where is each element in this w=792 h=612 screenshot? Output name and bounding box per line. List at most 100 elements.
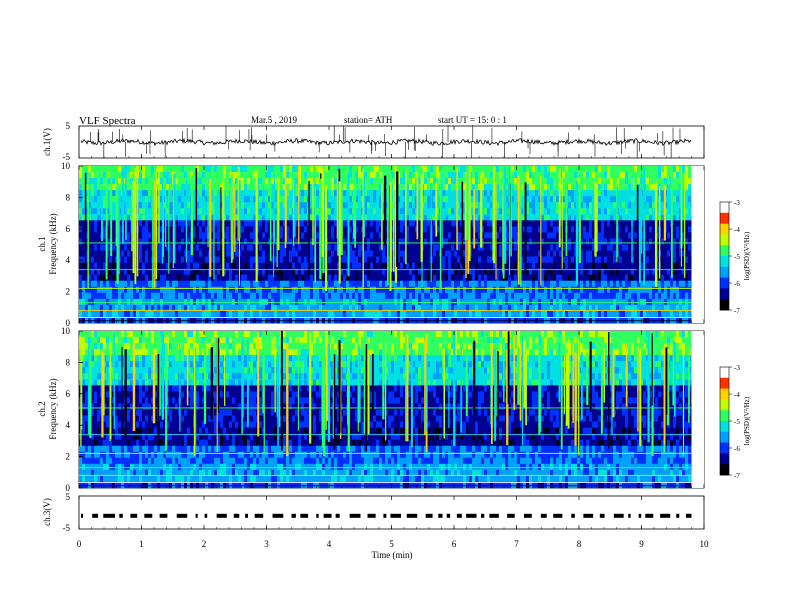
spectrogram-cell <box>190 280 194 288</box>
spectrogram-cell <box>79 196 83 203</box>
spectrogram-cell <box>451 256 455 263</box>
spectrogram-cell <box>244 238 248 245</box>
spectrogram-cell <box>79 184 83 191</box>
spectrogram-cell <box>403 196 407 203</box>
spectrogram-cell <box>106 172 110 179</box>
spectrogram-cell <box>442 172 446 179</box>
spectrogram-cell <box>82 244 86 251</box>
spectrogram-cell <box>646 286 650 294</box>
spectrogram-cell <box>103 202 107 209</box>
spectrogram-cell <box>445 196 449 203</box>
spectrogram-cell <box>97 166 101 173</box>
spectrogram-cell <box>448 202 452 209</box>
spectrogram-cell <box>520 238 524 245</box>
spectrogram-cell <box>364 232 368 239</box>
spectrogram-cell <box>418 172 422 179</box>
spectrogram-cell <box>664 274 668 282</box>
spectrogram-cell <box>97 172 101 179</box>
spectrogram-cell <box>82 250 86 257</box>
spectrogram-cell <box>640 292 644 300</box>
spectrogram-cell <box>373 244 377 251</box>
spectrogram-cell <box>610 256 614 263</box>
spectrogram-cell <box>310 298 314 306</box>
spectrogram-cell <box>442 232 446 239</box>
spectrogram-cell <box>301 244 305 251</box>
spectrogram-cell <box>586 298 590 306</box>
spectrogram-cell <box>433 196 437 203</box>
spectrogram-cell <box>427 184 431 191</box>
spectrogram-cell <box>655 286 659 294</box>
spectrogram-cell <box>241 190 245 197</box>
ch1-spectrogram-image <box>79 166 704 324</box>
spectrogram-cell <box>376 214 380 221</box>
spectrogram-cell <box>364 238 368 245</box>
spectrogram-cell <box>208 172 212 179</box>
spectrogram-cell <box>532 286 536 294</box>
spectrogram-cell <box>298 250 302 257</box>
spectrogram-cell <box>592 196 596 203</box>
spectrogram-cell <box>271 202 275 209</box>
spectrogram-cell <box>628 184 632 191</box>
spectrogram-cell <box>97 184 101 191</box>
spectrogram-cell <box>505 202 509 209</box>
spectrogram-cell <box>532 190 536 197</box>
spectrogram-cell <box>202 238 206 245</box>
spectrogram-cell <box>616 292 620 300</box>
spectrogram-cell <box>235 280 239 288</box>
spectrogram-cell <box>688 232 692 239</box>
spectrogram-cell <box>295 214 299 221</box>
spectrogram-cell <box>484 256 488 263</box>
spectrogram-cell <box>271 232 275 239</box>
spectrogram-cell <box>196 172 200 179</box>
spectrogram-cell <box>343 190 347 197</box>
spectrogram-cell <box>526 190 530 197</box>
spectrogram-cell <box>94 298 98 306</box>
spectrogram-cell <box>364 292 368 300</box>
spectrogram-cell <box>142 226 146 233</box>
spectrogram-cell <box>367 256 371 263</box>
spectrogram-cell <box>211 178 215 185</box>
spectrogram-cell <box>574 298 578 306</box>
spectrogram-cell <box>313 298 317 306</box>
spectrogram-cell <box>217 250 221 257</box>
spectrogram-cell <box>610 196 614 203</box>
spectrogram-cell <box>436 250 440 257</box>
spectrogram-cell <box>88 214 92 221</box>
spectrogram-cell <box>553 196 557 203</box>
spectrogram-cell <box>232 202 236 209</box>
spectrogram-cell <box>244 208 248 215</box>
spectrogram-cell <box>469 172 473 179</box>
spectrogram-cell <box>541 166 545 173</box>
spectrogram-cell <box>616 166 620 173</box>
spectrogram-cell <box>568 196 572 203</box>
spectrogram-cell <box>196 298 200 306</box>
spectrogram-cell <box>241 238 245 245</box>
spectrogram-cell <box>574 214 578 221</box>
spectrogram-cell <box>229 220 233 227</box>
spectrogram-cell <box>364 214 368 221</box>
spectrogram-cell <box>199 262 203 269</box>
spectrogram-cell <box>88 202 92 209</box>
spectrogram-cell <box>202 274 206 282</box>
spectrogram-cell <box>322 280 326 288</box>
spectrogram-cell <box>403 298 407 306</box>
spectrogram-cell <box>607 226 611 233</box>
spectrogram-cell <box>85 214 89 221</box>
spectrogram-cell <box>397 184 401 191</box>
spectrogram-cell <box>499 184 503 191</box>
spectrogram-cell <box>184 244 188 251</box>
spectrogram-cell <box>661 232 665 239</box>
spectrogram-cell <box>172 292 176 300</box>
spectrogram-cell <box>382 274 386 282</box>
spectrogram-cell <box>484 178 488 185</box>
spectrogram-cell <box>376 196 380 203</box>
spectrogram-cell <box>445 250 449 257</box>
spectrogram-cell <box>676 298 680 306</box>
spectrogram-cell <box>640 298 644 306</box>
spectrogram-cell <box>373 208 377 215</box>
spectrogram-cell <box>529 172 533 179</box>
spectrogram-cell <box>637 178 641 185</box>
spectrogram-cell <box>382 262 386 269</box>
spectrogram-cell <box>142 184 146 191</box>
spectrogram-cell <box>169 184 173 191</box>
